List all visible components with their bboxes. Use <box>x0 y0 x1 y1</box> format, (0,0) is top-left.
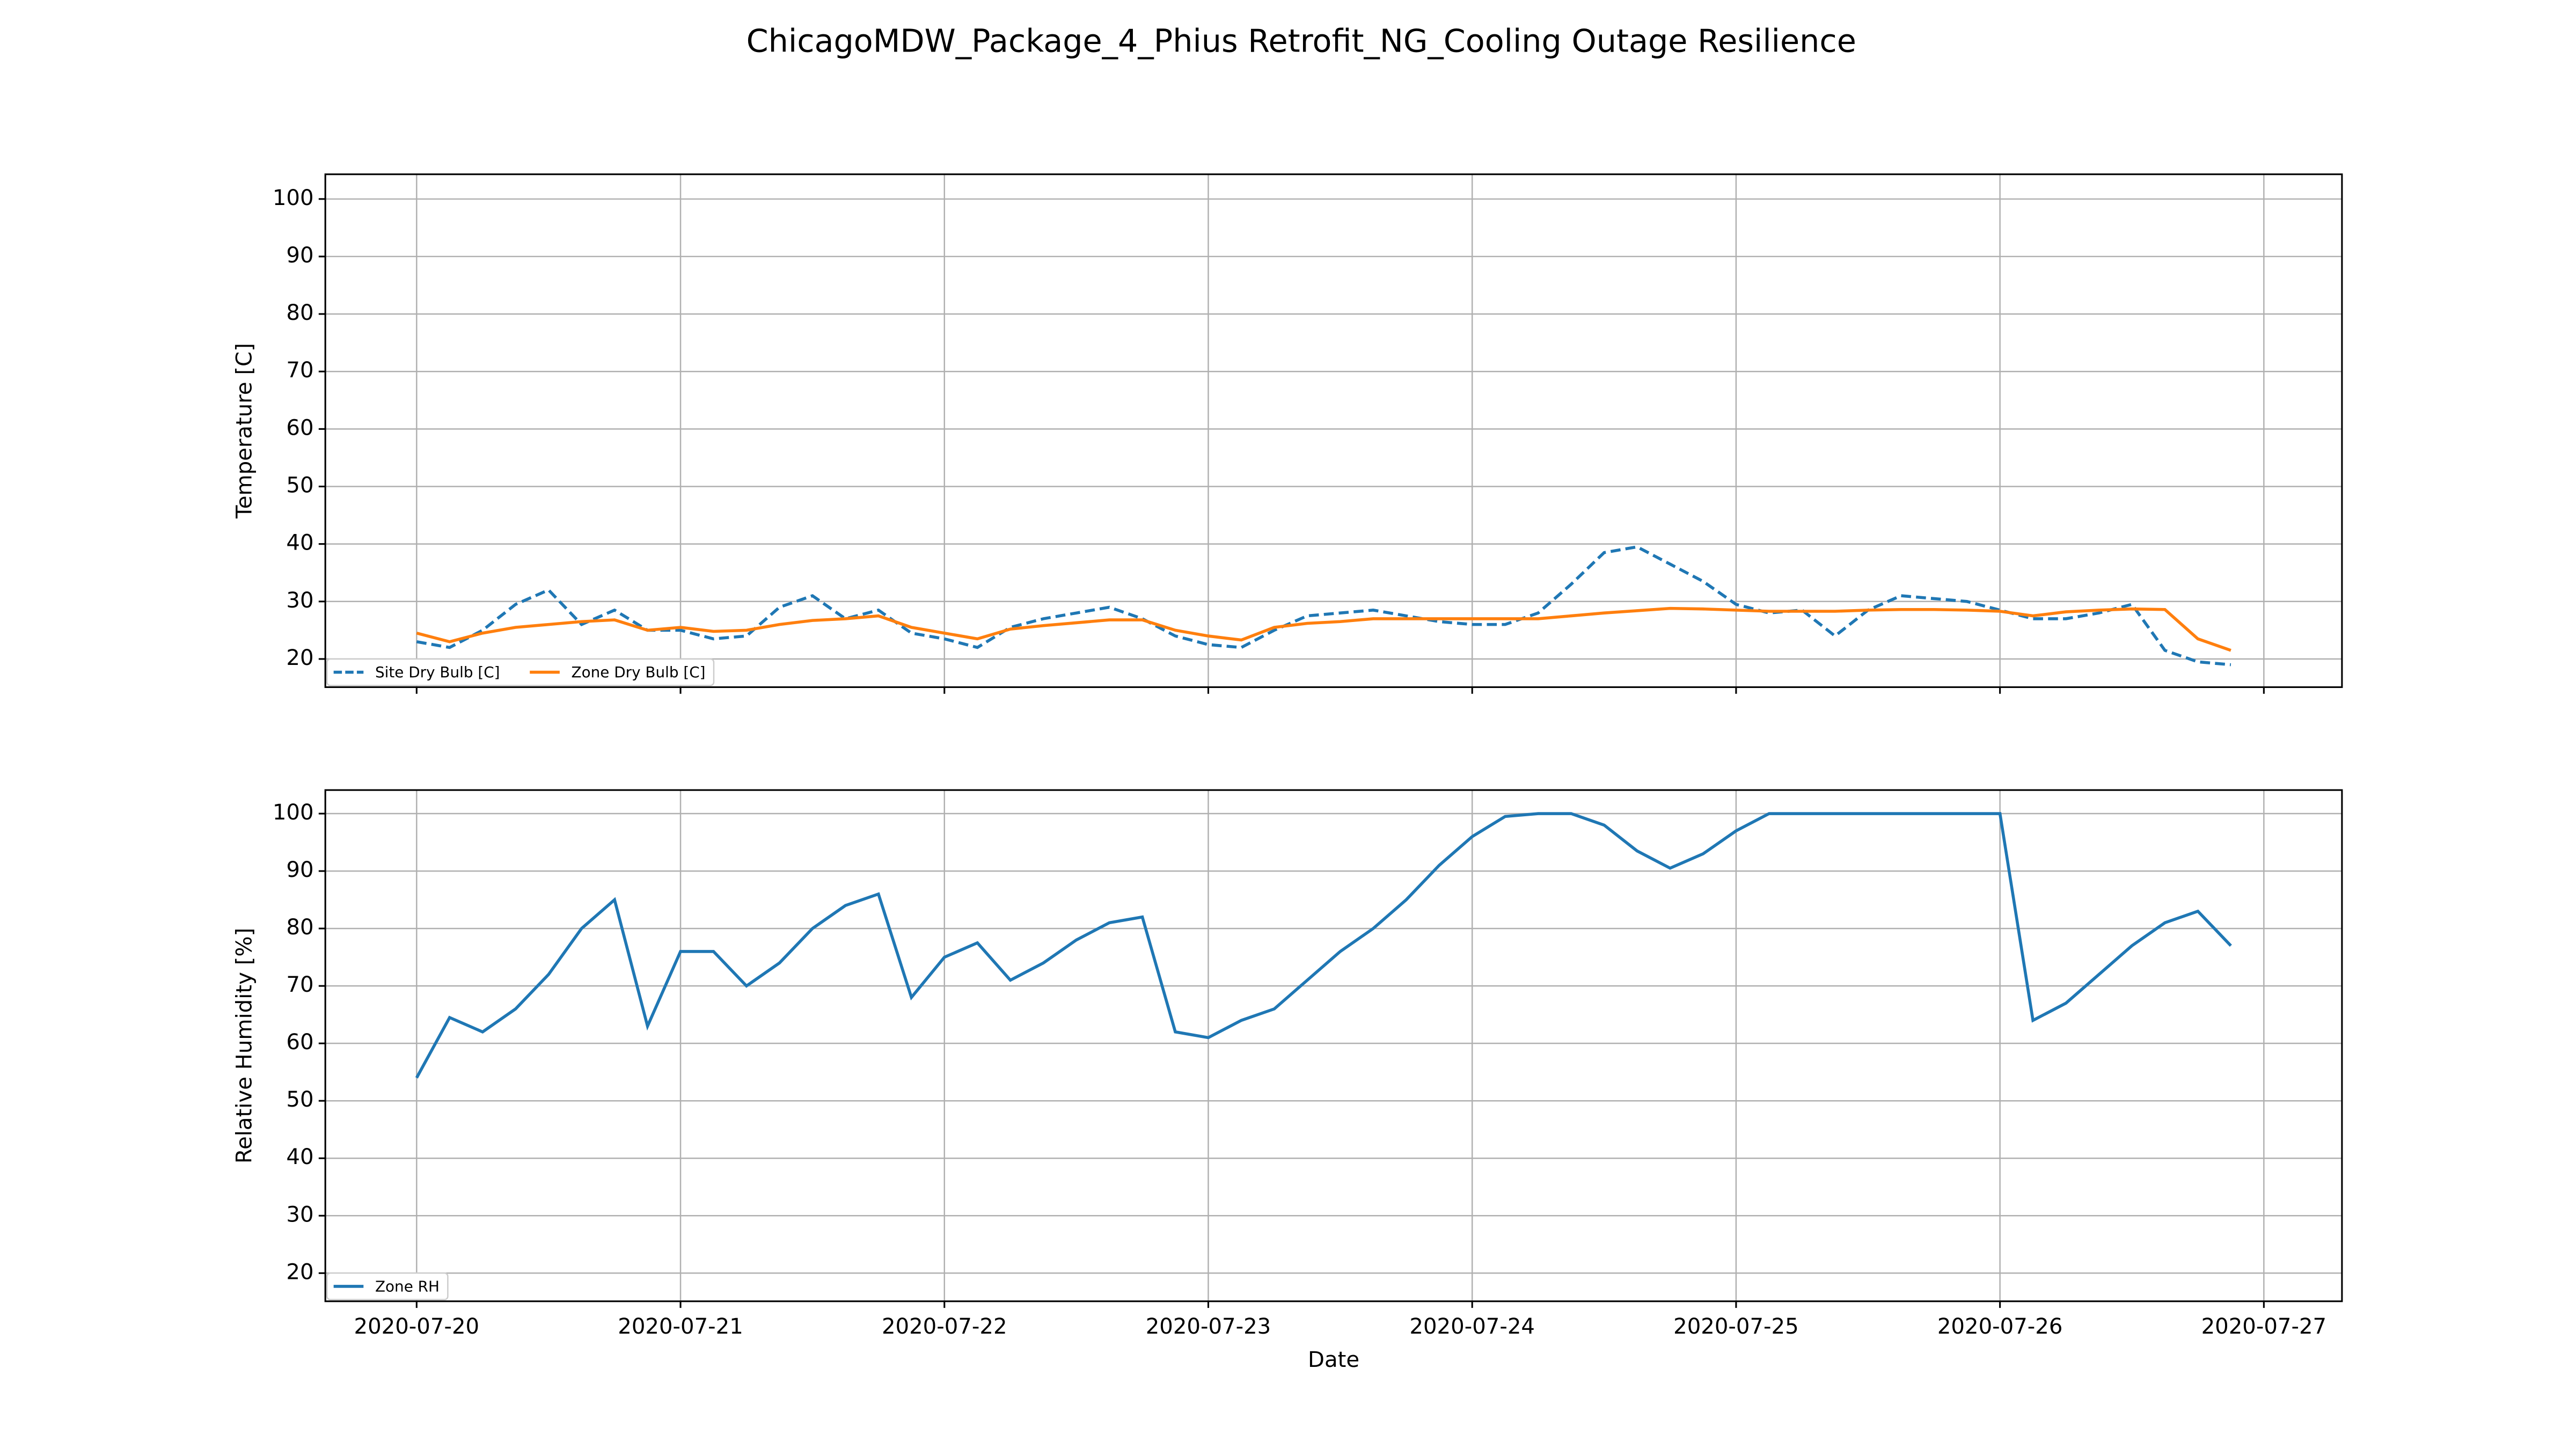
y-tick-label: 20 <box>286 646 313 670</box>
x-tick-label: 2020-07-26 <box>1937 1314 2063 1339</box>
y-tick-label: 90 <box>286 858 313 882</box>
y-tick-label: 60 <box>286 415 313 440</box>
legend-box <box>326 1272 449 1300</box>
x-tick-label: 2020-07-22 <box>882 1314 1007 1339</box>
x-tick-label: 2020-07-27 <box>2201 1314 2327 1339</box>
x-axis-label: Date <box>1308 1348 1359 1372</box>
x-tick-label: 2020-07-23 <box>1146 1314 1271 1339</box>
y-tick-label: 50 <box>286 1087 313 1112</box>
legend-box <box>326 658 715 686</box>
legend-label: Zone RH <box>375 1277 440 1295</box>
y-tick-label: 40 <box>286 1145 313 1169</box>
x-tick-label: 2020-07-21 <box>618 1314 743 1339</box>
y-tick-label: 80 <box>286 301 313 325</box>
plot-frame <box>324 173 2343 688</box>
y-tick-label: 30 <box>286 588 313 613</box>
figure-title: ChicagoMDW_Package_4_Phius Retrofit_NG_C… <box>747 23 1856 60</box>
data-line <box>416 606 2231 652</box>
x-tick-label: 2020-07-24 <box>1409 1314 1535 1339</box>
data-line <box>415 812 2232 1079</box>
legend-label: Site Dry Bulb [C] <box>375 663 500 681</box>
y-tick-label: 100 <box>273 186 314 210</box>
y-tick-label: 30 <box>286 1202 313 1227</box>
y-tick-label: 80 <box>286 915 313 940</box>
y-tick-label: 60 <box>286 1030 313 1055</box>
plot-frame <box>324 789 2343 1302</box>
legend-label: Zone Dry Bulb [C] <box>572 663 706 681</box>
y-tick-label: 100 <box>273 800 314 825</box>
y-axis-label: Temperature [C] <box>232 343 257 519</box>
y-tick-label: 20 <box>286 1260 313 1284</box>
y-axis-label: Relative Humidity [%] <box>232 928 257 1163</box>
y-tick-label: 40 <box>286 531 313 555</box>
y-tick-label: 70 <box>286 972 313 997</box>
y-tick-label: 50 <box>286 473 313 498</box>
x-tick-label: 2020-07-25 <box>1673 1314 1799 1339</box>
x-tick-label: 2020-07-20 <box>354 1314 480 1339</box>
y-tick-label: 70 <box>286 358 313 383</box>
y-tick-label: 90 <box>286 243 313 268</box>
